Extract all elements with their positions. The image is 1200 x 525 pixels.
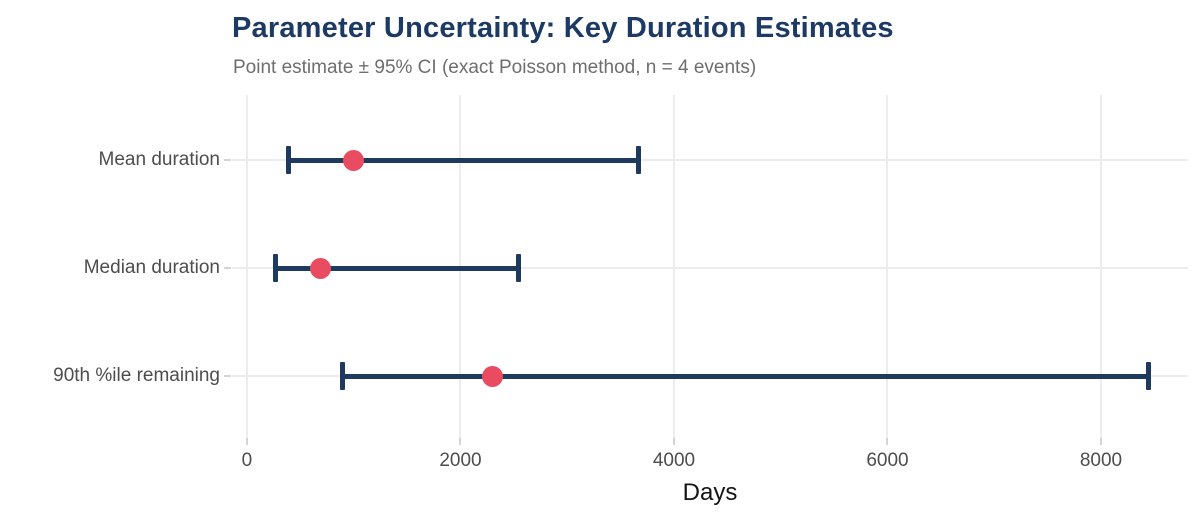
x-axis-title: Days bbox=[682, 479, 738, 506]
gridline-vertical bbox=[672, 95, 675, 438]
ci-interval-line bbox=[342, 373, 1149, 379]
y-category-label: Median duration bbox=[83, 257, 220, 278]
x-tick-label: 8000 bbox=[1079, 450, 1123, 471]
x-tick-label: 6000 bbox=[866, 450, 909, 471]
y-axis-tick bbox=[224, 159, 231, 161]
x-tick-label: 2000 bbox=[439, 450, 482, 471]
x-tick-label: 4000 bbox=[652, 450, 696, 471]
plot-panel bbox=[232, 95, 1188, 438]
ci-lower-cap bbox=[273, 254, 279, 282]
point-estimate-dot bbox=[310, 257, 332, 279]
x-axis-tick bbox=[459, 438, 462, 445]
y-axis-tick bbox=[224, 375, 231, 377]
point-estimate-dot bbox=[482, 365, 504, 387]
chart-subtitle: Point estimate ± 95% CI (exact Poisson m… bbox=[233, 57, 757, 78]
ci-upper-cap bbox=[516, 254, 522, 282]
gridline-vertical bbox=[245, 95, 248, 438]
x-axis-tick bbox=[245, 438, 248, 445]
x-axis-tick bbox=[672, 438, 675, 445]
ci-interval-line bbox=[288, 157, 639, 163]
ci-lower-cap bbox=[340, 362, 346, 390]
x-axis-tick bbox=[1099, 438, 1102, 445]
point-estimate-dot bbox=[343, 149, 365, 171]
ci-upper-cap bbox=[1146, 362, 1152, 390]
gridline-vertical bbox=[886, 95, 889, 438]
x-tick-label: 0 bbox=[241, 450, 253, 471]
y-category-label: Mean duration bbox=[98, 149, 220, 170]
ci-interval-line bbox=[275, 265, 519, 271]
ci-upper-cap bbox=[636, 146, 642, 174]
gridline-vertical bbox=[1099, 95, 1102, 438]
y-axis-tick bbox=[224, 267, 231, 269]
ci-lower-cap bbox=[286, 146, 292, 174]
gridline-horizontal bbox=[232, 159, 1188, 161]
chart-title: Parameter Uncertainty: Key Duration Esti… bbox=[232, 12, 894, 44]
x-axis-tick bbox=[886, 438, 889, 445]
y-category-label: 90th %ile remaining bbox=[53, 365, 220, 386]
gridline-horizontal bbox=[232, 267, 1188, 269]
